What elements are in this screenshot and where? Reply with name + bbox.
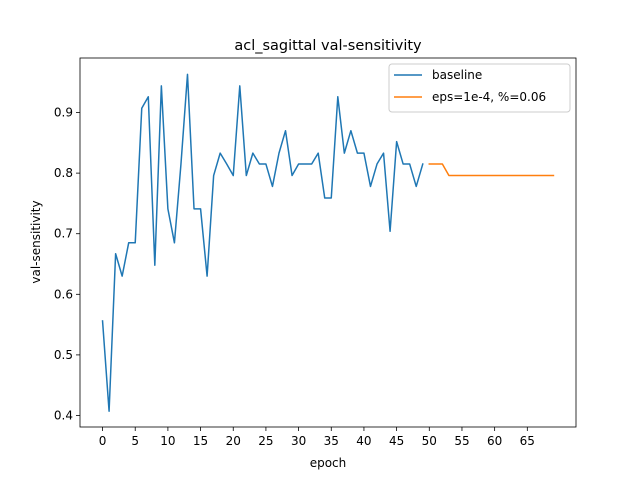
chart-title: acl_sagittal val-sensitivity: [234, 38, 422, 54]
x-tick-label: 55: [454, 434, 469, 448]
legend-label: eps=1e-4, %=0.06: [432, 90, 546, 104]
legend-box: [388, 63, 571, 113]
plot-area-frame: [79, 57, 577, 428]
x-tick-label: 5: [131, 434, 139, 448]
x-tick-label: 30: [291, 434, 306, 448]
x-tick-label: 20: [226, 434, 241, 448]
x-tick-label: 15: [193, 434, 208, 448]
x-tick-label: 0: [99, 434, 107, 448]
legend-label: baseline: [432, 68, 482, 82]
series-line-1: [428, 163, 555, 177]
y-tick-label: 0.6: [54, 287, 73, 301]
x-tick-label: 65: [520, 434, 535, 448]
x-tick-label: 35: [324, 434, 339, 448]
y-tick-label: 0.7: [54, 227, 73, 241]
y-tick-label: 0.8: [54, 166, 73, 180]
x-tick-label: 10: [160, 434, 175, 448]
y-tick-label: 0.9: [54, 106, 73, 120]
x-tick-label: 40: [356, 434, 371, 448]
y-axis-label: val-sensitivity: [29, 200, 43, 283]
y-tick-label: 0.5: [54, 348, 73, 362]
series-line-0: [101, 73, 424, 412]
x-tick-label: 60: [487, 434, 502, 448]
x-tick-label: 50: [422, 434, 437, 448]
x-tick-label: 45: [389, 434, 404, 448]
legend: baseline eps=1e-4, %=0.06: [388, 63, 571, 113]
y-tick-label: 0.4: [54, 408, 73, 422]
x-tick-label: 25: [258, 434, 273, 448]
x-axis-label: epoch: [310, 456, 347, 470]
